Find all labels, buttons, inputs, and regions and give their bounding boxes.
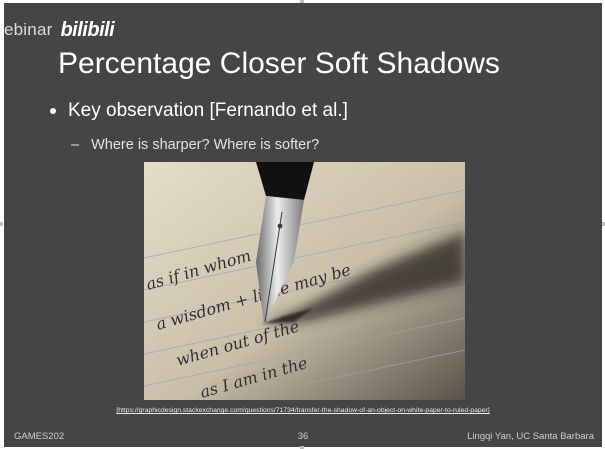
sub-bullet-item: – Where is sharper? Where is softer? [71, 137, 319, 153]
sharp-shadow-region [262, 308, 314, 324]
bilibili-logo: bilibili [60, 18, 115, 41]
frame-edge-mark [300, 446, 304, 449]
page-number: 36 [297, 431, 309, 442]
image-source-link[interactable]: [https://graphicdesign.stackexchange.com… [116, 407, 490, 414]
slide-title: Percentage Closer Soft Shadows [58, 47, 500, 80]
sub-bullet-marker: – [71, 137, 80, 153]
watermark-text: ebinar [4, 20, 53, 39]
sub-bullet-text: Where is sharper? Where is softer? [91, 137, 320, 153]
frame-edge-mark [0, 222, 3, 226]
soft-shadow-region [262, 232, 465, 324]
bullet-text: Key observation [Fernando et al.] [68, 100, 348, 121]
nib-breather-hole [277, 223, 283, 229]
pen-nib [256, 196, 304, 324]
bullet-item: Key observation [Fernando et al.] [50, 100, 348, 122]
footer-author: Lingqi Yan, UC Santa Barbara [467, 431, 594, 442]
nib-slit [264, 211, 283, 323]
footer-course: GAMES202 [14, 431, 65, 442]
frame-edge-mark [602, 222, 605, 226]
frame-edge-mark [300, 0, 304, 3]
pen-photo-illustration: as if in whom a wisdom + little may be w… [144, 162, 465, 400]
bullet-dot-icon [50, 108, 56, 114]
bilibili-watermark: ebinar bilibili [4, 17, 115, 43]
fountain-pen-shadow-photo: as if in whom a wisdom + little may be w… [144, 162, 465, 400]
pen-body [256, 162, 314, 200]
presentation-slide: ebinar bilibili Percentage Closer Soft S… [4, 3, 602, 447]
